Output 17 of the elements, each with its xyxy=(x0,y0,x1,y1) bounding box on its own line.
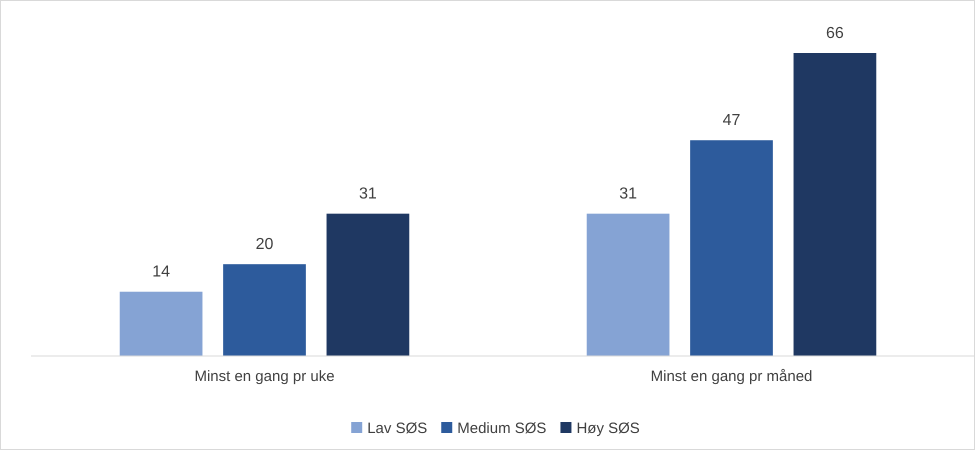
x-tick-label: Minst en gang pr uke xyxy=(194,368,335,385)
legend-label: Medium SØS xyxy=(457,420,546,437)
data-label: 31 xyxy=(359,186,377,203)
bar xyxy=(326,214,410,356)
bar xyxy=(223,264,306,356)
bar xyxy=(794,53,876,356)
data-label: 14 xyxy=(152,264,170,281)
legend-label: Høy SØS xyxy=(576,420,640,437)
x-tick-label: Minst en gang pr måned xyxy=(650,368,812,385)
bar xyxy=(120,292,202,356)
legend-label: Lav SØS xyxy=(367,420,428,437)
data-label: 31 xyxy=(619,186,638,203)
data-label: 66 xyxy=(826,25,844,42)
bar xyxy=(586,214,670,356)
data-label: 47 xyxy=(722,112,740,130)
bar xyxy=(690,140,773,356)
data-label: 20 xyxy=(256,236,274,254)
